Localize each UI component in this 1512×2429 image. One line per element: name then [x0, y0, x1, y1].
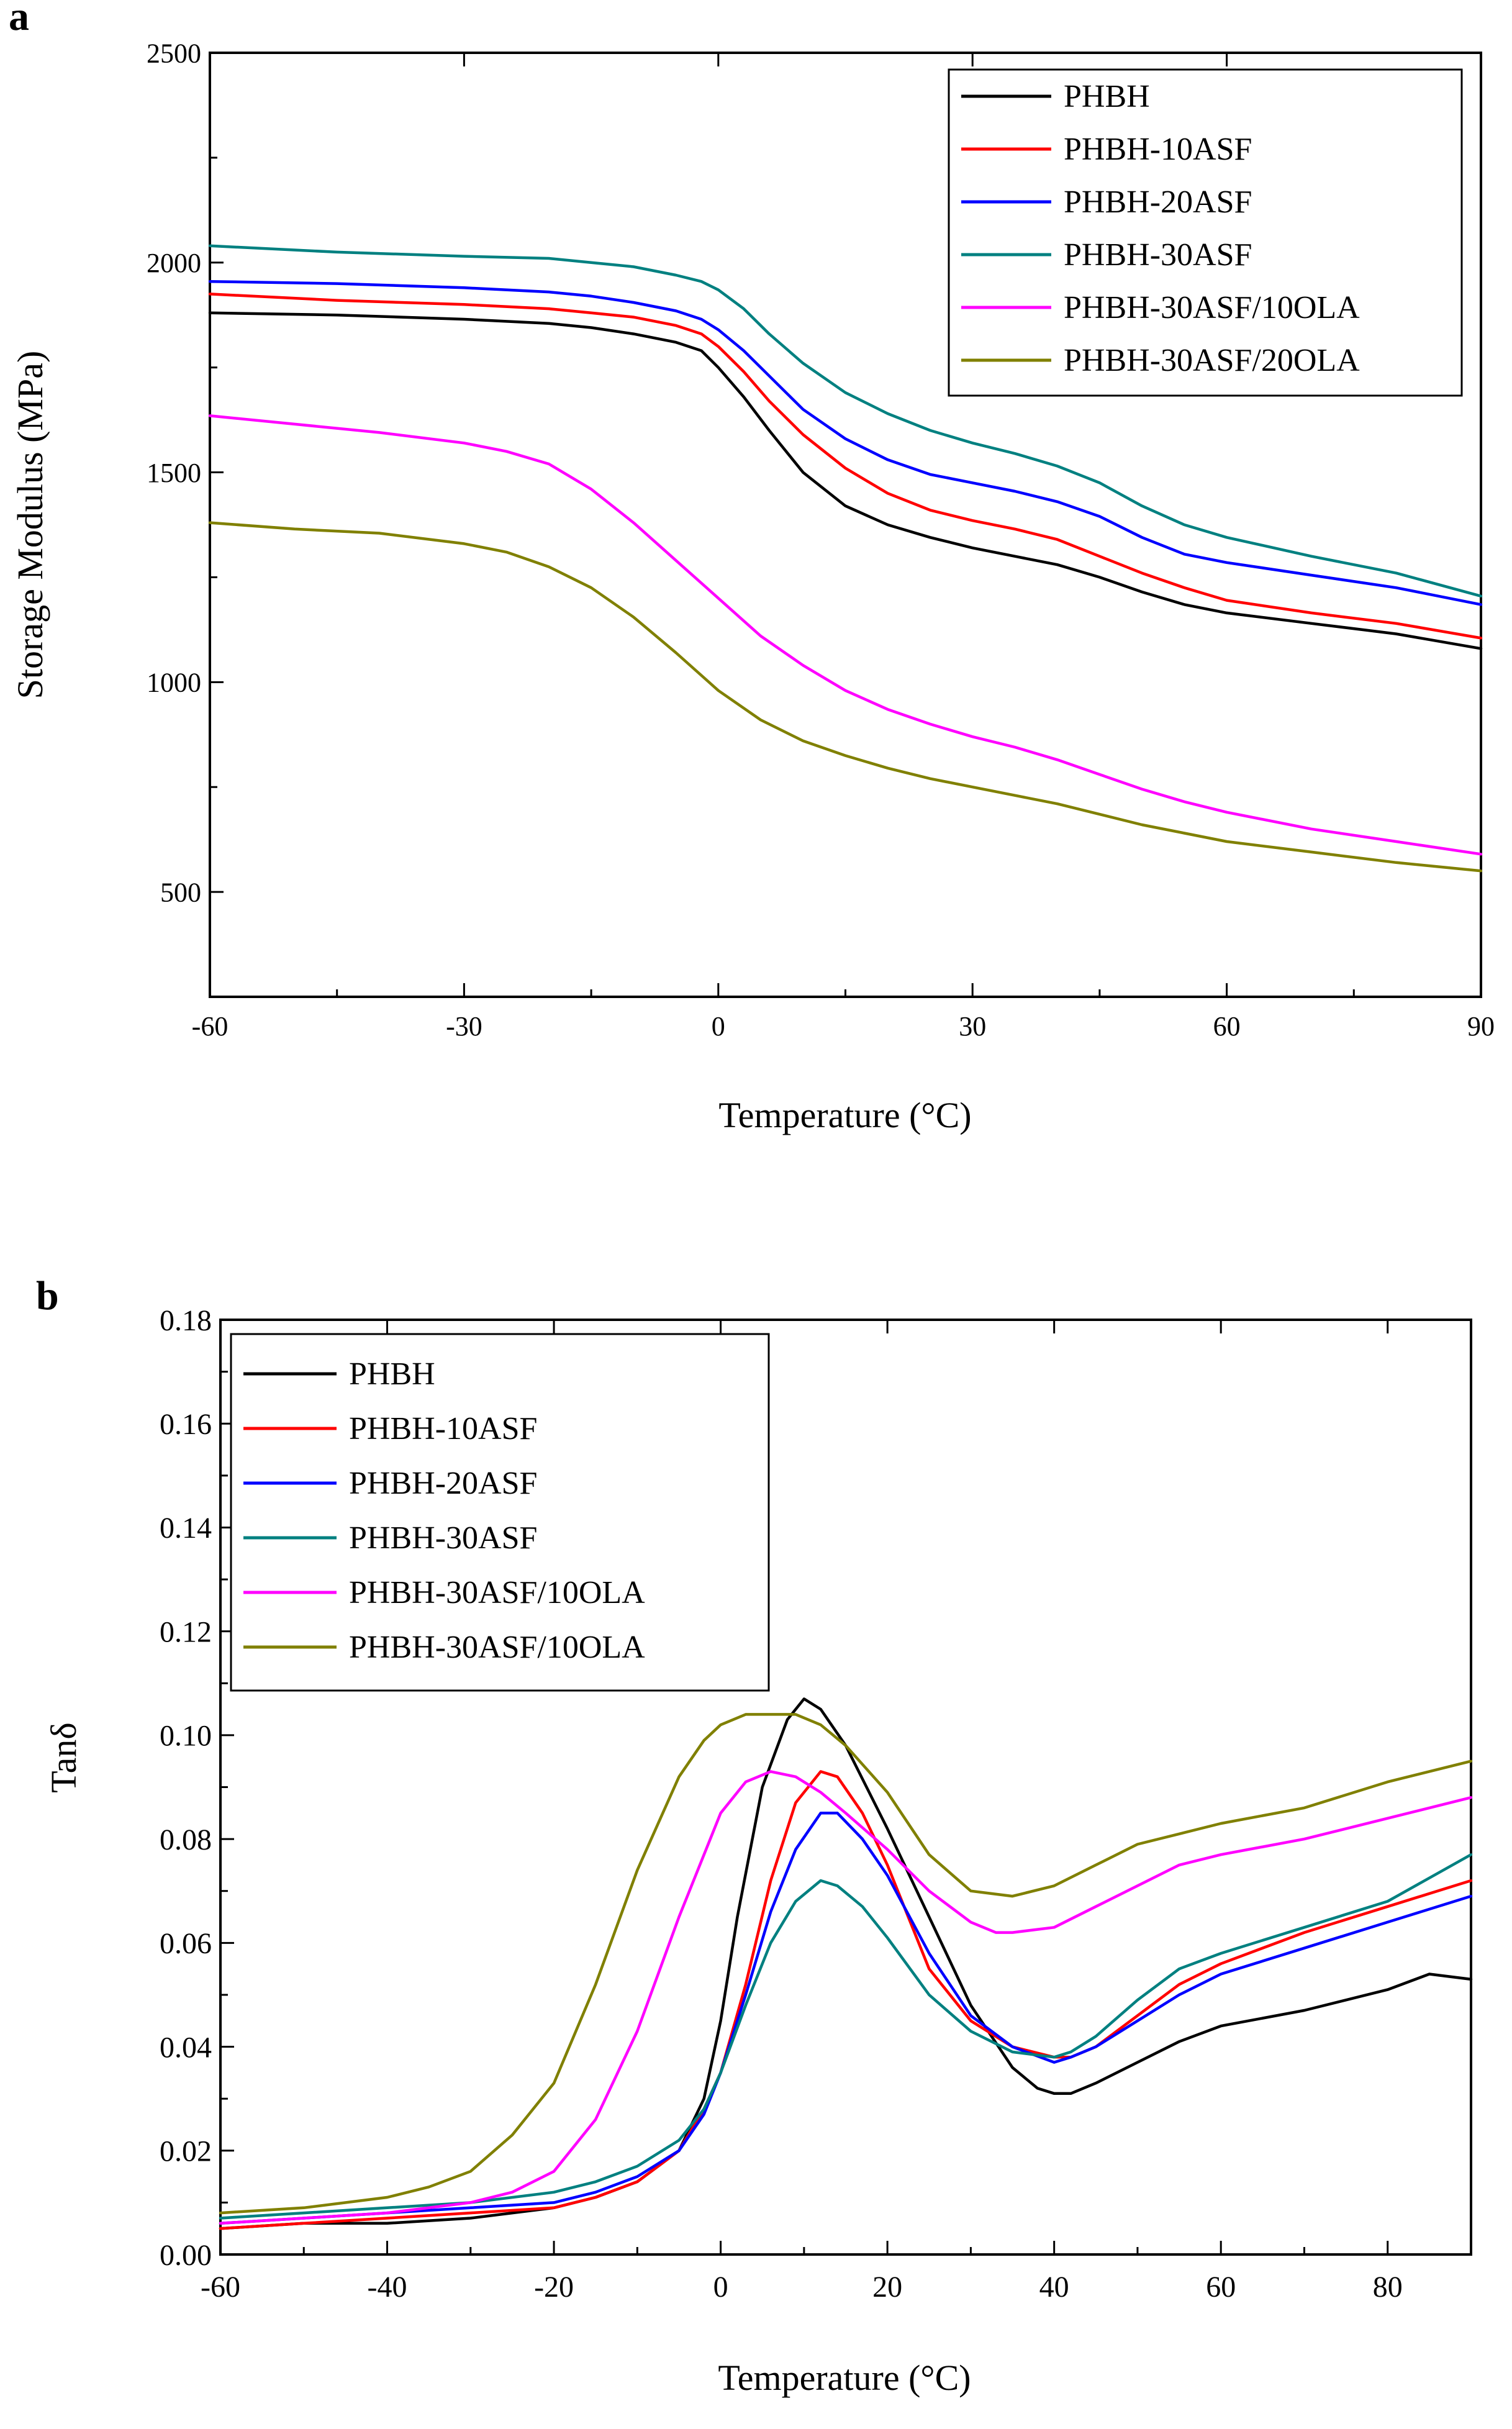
- y-axis-title: Tanδ: [43, 1722, 84, 1792]
- x-tick-label: -30: [446, 1011, 482, 1042]
- tan-delta-chart: -60 -40 -20 0 20 40 60 80 0.00 0.02 0.04 0.06 0.08 0.…: [43, 1304, 1473, 2398]
- axis-ticks: -60 -40 -20 0 20 40 60 80 0.00 0.02 0.04 0.06 0.08 0.…: [160, 1304, 1472, 2304]
- series-line-phbh-30asf-10ola: [219, 1770, 1473, 2225]
- legend: PHBH PHBH-10ASF PHBH-20ASF PHBH-30ASF PHBH-3…: [948, 68, 1463, 397]
- legend-box: [230, 1333, 770, 1692]
- x-tick-label: -60: [201, 2271, 240, 2304]
- series-line-phbh: [208, 311, 1483, 650]
- y-tick-label: 2000: [147, 248, 201, 278]
- y-tick-label: 0.02: [160, 2135, 212, 2168]
- series-line-phbh: [219, 1697, 1473, 2230]
- legend-label: PHBH-30ASF/10OLA: [349, 1630, 645, 1665]
- series-line-phbh-30asf: [208, 244, 1483, 598]
- y-tick-label: 0.04: [160, 2031, 212, 2064]
- x-tick-label: 30: [959, 1011, 986, 1042]
- series-lines: [208, 244, 1483, 873]
- series-lines: [219, 1697, 1473, 2230]
- legend: PHBH PHBH-10ASF PHBH-20ASF PHBH-30ASF PHBH-3…: [230, 1333, 770, 1692]
- y-tick-label: 0.10: [160, 1720, 212, 1753]
- y-tick-label: 1500: [147, 458, 201, 488]
- legend-label: PHBH-30ASF: [349, 1520, 537, 1556]
- legend-label: PHBH-30ASF: [1064, 237, 1252, 273]
- legend-label: PHBH-20ASF: [349, 1466, 537, 1501]
- legend-label: PHBH-30ASF/10OLA: [349, 1575, 645, 1610]
- x-tick-label: 80: [1373, 2271, 1403, 2304]
- series-line-phbh-30asf-10ola: [208, 414, 1483, 856]
- legend-box: [948, 68, 1463, 397]
- storage-modulus-chart: -60 -30 0 30 60 90 500 1000 1500 2000 2500 Tempera…: [10, 38, 1495, 1135]
- x-tick-label: 60: [1206, 2271, 1236, 2304]
- y-tick-label: 0.18: [160, 1304, 212, 1337]
- legend-label: PHBH: [1064, 79, 1150, 114]
- x-axis-title: Temperature (°C): [718, 1095, 971, 1135]
- x-tick-label: -60: [192, 1011, 229, 1042]
- legend-label: PHBH-30ASF/20OLA: [1064, 343, 1360, 378]
- panel-b-label: b: [36, 1273, 59, 1319]
- series-line-phbh-20asf: [219, 1812, 1473, 2225]
- x-axis-title: Temperature (°C): [718, 2358, 971, 2398]
- series-line-phbh-30asf-10ola: [219, 1713, 1473, 2215]
- y-tick-label: 0.14: [160, 1512, 212, 1545]
- legend-label: PHBH-20ASF: [1064, 184, 1252, 220]
- x-tick-label: 40: [1039, 2271, 1069, 2304]
- y-tick-label: 0.00: [160, 2239, 212, 2272]
- x-tick-label: 0: [712, 1011, 725, 1042]
- y-tick-label: 0.16: [160, 1408, 212, 1441]
- x-tick-label: 60: [1213, 1011, 1241, 1042]
- x-tick-label: 90: [1467, 1011, 1495, 1042]
- y-tick-label: 1000: [147, 668, 201, 698]
- legend-label: PHBH-10ASF: [349, 1411, 537, 1446]
- panel-a-label: a: [9, 0, 29, 39]
- y-tick-label: 0.08: [160, 1823, 212, 1856]
- x-tick-label: -20: [534, 2271, 574, 2304]
- x-tick-label: -40: [368, 2271, 407, 2304]
- legend-label: PHBH-10ASF: [1064, 132, 1252, 167]
- series-line-phbh-30asf-20ola: [208, 521, 1483, 873]
- x-tick-label: 20: [872, 2271, 902, 2304]
- y-tick-label: 0.06: [160, 1927, 212, 1960]
- series-line-phbh-10asf: [219, 1770, 1473, 2230]
- series-line-phbh-20asf: [208, 279, 1483, 606]
- y-tick-label: 2500: [147, 38, 201, 68]
- axis-ticks: -60 -30 0 30 60 90 500 1000 1500 2000 2500: [147, 38, 1495, 1042]
- y-tick-label: 0.12: [160, 1615, 212, 1648]
- y-tick-label: 500: [160, 878, 201, 908]
- legend-label: PHBH-30ASF/10OLA: [1064, 290, 1360, 325]
- legend-label: PHBH: [349, 1356, 435, 1392]
- y-axis-title: Storage Modulus (MPa): [10, 351, 50, 699]
- x-tick-label: 0: [713, 2271, 728, 2304]
- series-line-phbh-30asf: [219, 1853, 1473, 2220]
- series-line-phbh-10asf: [208, 293, 1483, 640]
